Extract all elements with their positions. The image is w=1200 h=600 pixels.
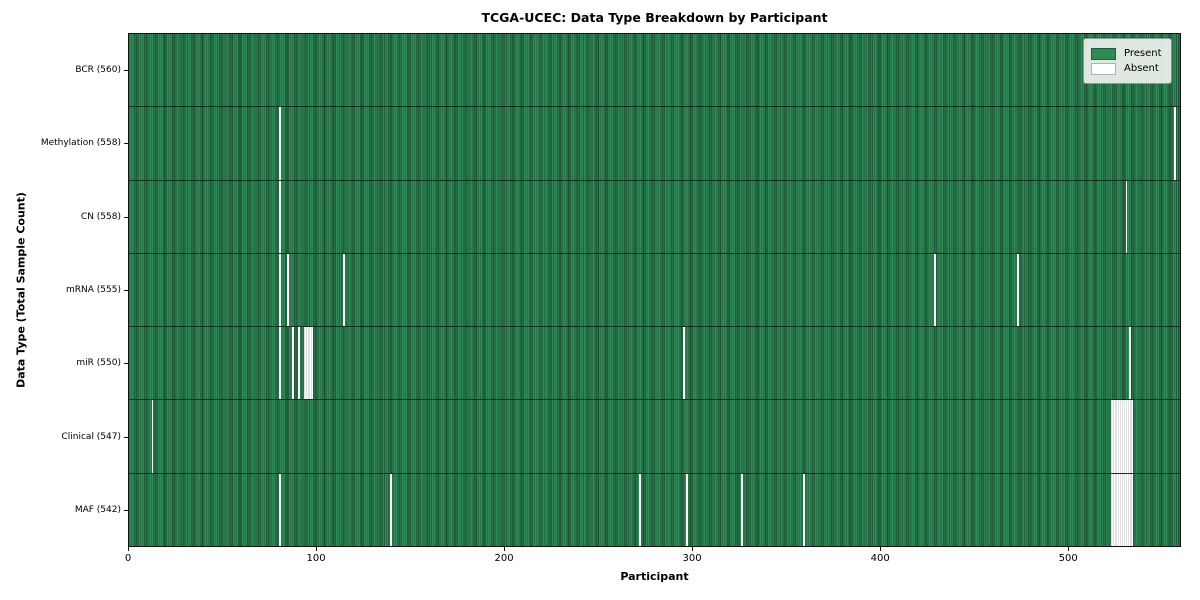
absent-stripe [297,327,300,400]
x-tick-mark [692,547,694,551]
y-axis-label: Data Type (Total Sample Count) [14,192,28,388]
y-tick-label: Methylation (558) [40,138,121,149]
y-tick-mark [124,436,128,438]
y-tick-mark [124,143,128,145]
absent-stripe [279,107,282,180]
heatmap-row-mrna [129,253,1180,328]
y-tick-label: Clinical (547) [61,431,121,442]
y-tick-mark [124,216,128,218]
absent-stripe [686,473,689,546]
x-tick-mark [316,547,318,551]
legend-label: Present [1124,48,1162,59]
absent-stripe [802,473,805,546]
absent-stripe [279,473,282,546]
heatmap-plot-area [128,33,1181,547]
x-tick-mark [504,547,506,551]
y-tick-label: MAF (542) [74,505,121,516]
y-tick-label: CN (558) [80,211,121,222]
absent-stripe [1110,400,1134,473]
absent-stripe [342,253,345,327]
y-tick-mark [124,363,128,365]
chart-title: TCGA-UCEC: Data Type Breakdown by Partic… [481,10,828,25]
absent-stripe [389,473,392,546]
absent-stripe [279,253,282,327]
x-tick-mark [880,547,882,551]
heatmap-row-clinical [129,400,1180,474]
x-tick-mark [1068,547,1070,551]
absent-stripe [1125,180,1128,253]
x-tick-label: 400 [870,553,890,564]
legend-entry-absent: Absent [1091,62,1162,75]
x-tick-label: 500 [1058,553,1078,564]
legend-swatch-absent [1091,62,1116,75]
y-tick-mark [124,290,128,291]
legend-label: Absent [1124,63,1159,74]
absent-stripe [286,253,289,327]
y-tick-label: miR (550) [76,358,121,369]
absent-stripe [292,327,295,400]
heatmap-row-bcr [129,34,1180,108]
absent-stripe [639,473,642,546]
absent-stripe [1110,473,1134,546]
heatmap-row-mir [129,327,1180,401]
absent-stripe [279,180,282,253]
y-tick-mark [124,510,128,512]
absent-stripe [279,327,282,400]
x-axis-ticks: 0 100 200 300 400 500 [124,547,1181,577]
x-tick-label: 300 [682,553,702,564]
heatmap-row-methylation [129,107,1180,181]
x-axis-label: Participant [620,570,689,583]
heatmap-row-cn [129,180,1180,254]
y-tick-mark [124,69,128,71]
heatmap-row-maf [129,473,1180,546]
absent-stripe [740,473,743,546]
y-tick-label: BCR (560) [75,64,121,75]
x-tick-label: 100 [306,553,326,564]
legend-entry-present: Present [1091,47,1162,60]
absent-stripe [1174,107,1177,180]
x-tick-mark [128,547,129,551]
y-tick-label: mRNA (555) [66,285,121,295]
absent-stripe [303,327,313,400]
x-tick-label: 0 [124,553,132,564]
absent-stripe [934,253,937,327]
x-tick-label: 200 [494,553,514,564]
absent-stripe [682,327,685,400]
absent-stripe [1129,327,1132,400]
absent-stripe [1016,253,1019,327]
absent-stripe [151,400,154,473]
legend-swatch-present [1091,47,1116,60]
legend: Present Absent [1083,38,1172,84]
